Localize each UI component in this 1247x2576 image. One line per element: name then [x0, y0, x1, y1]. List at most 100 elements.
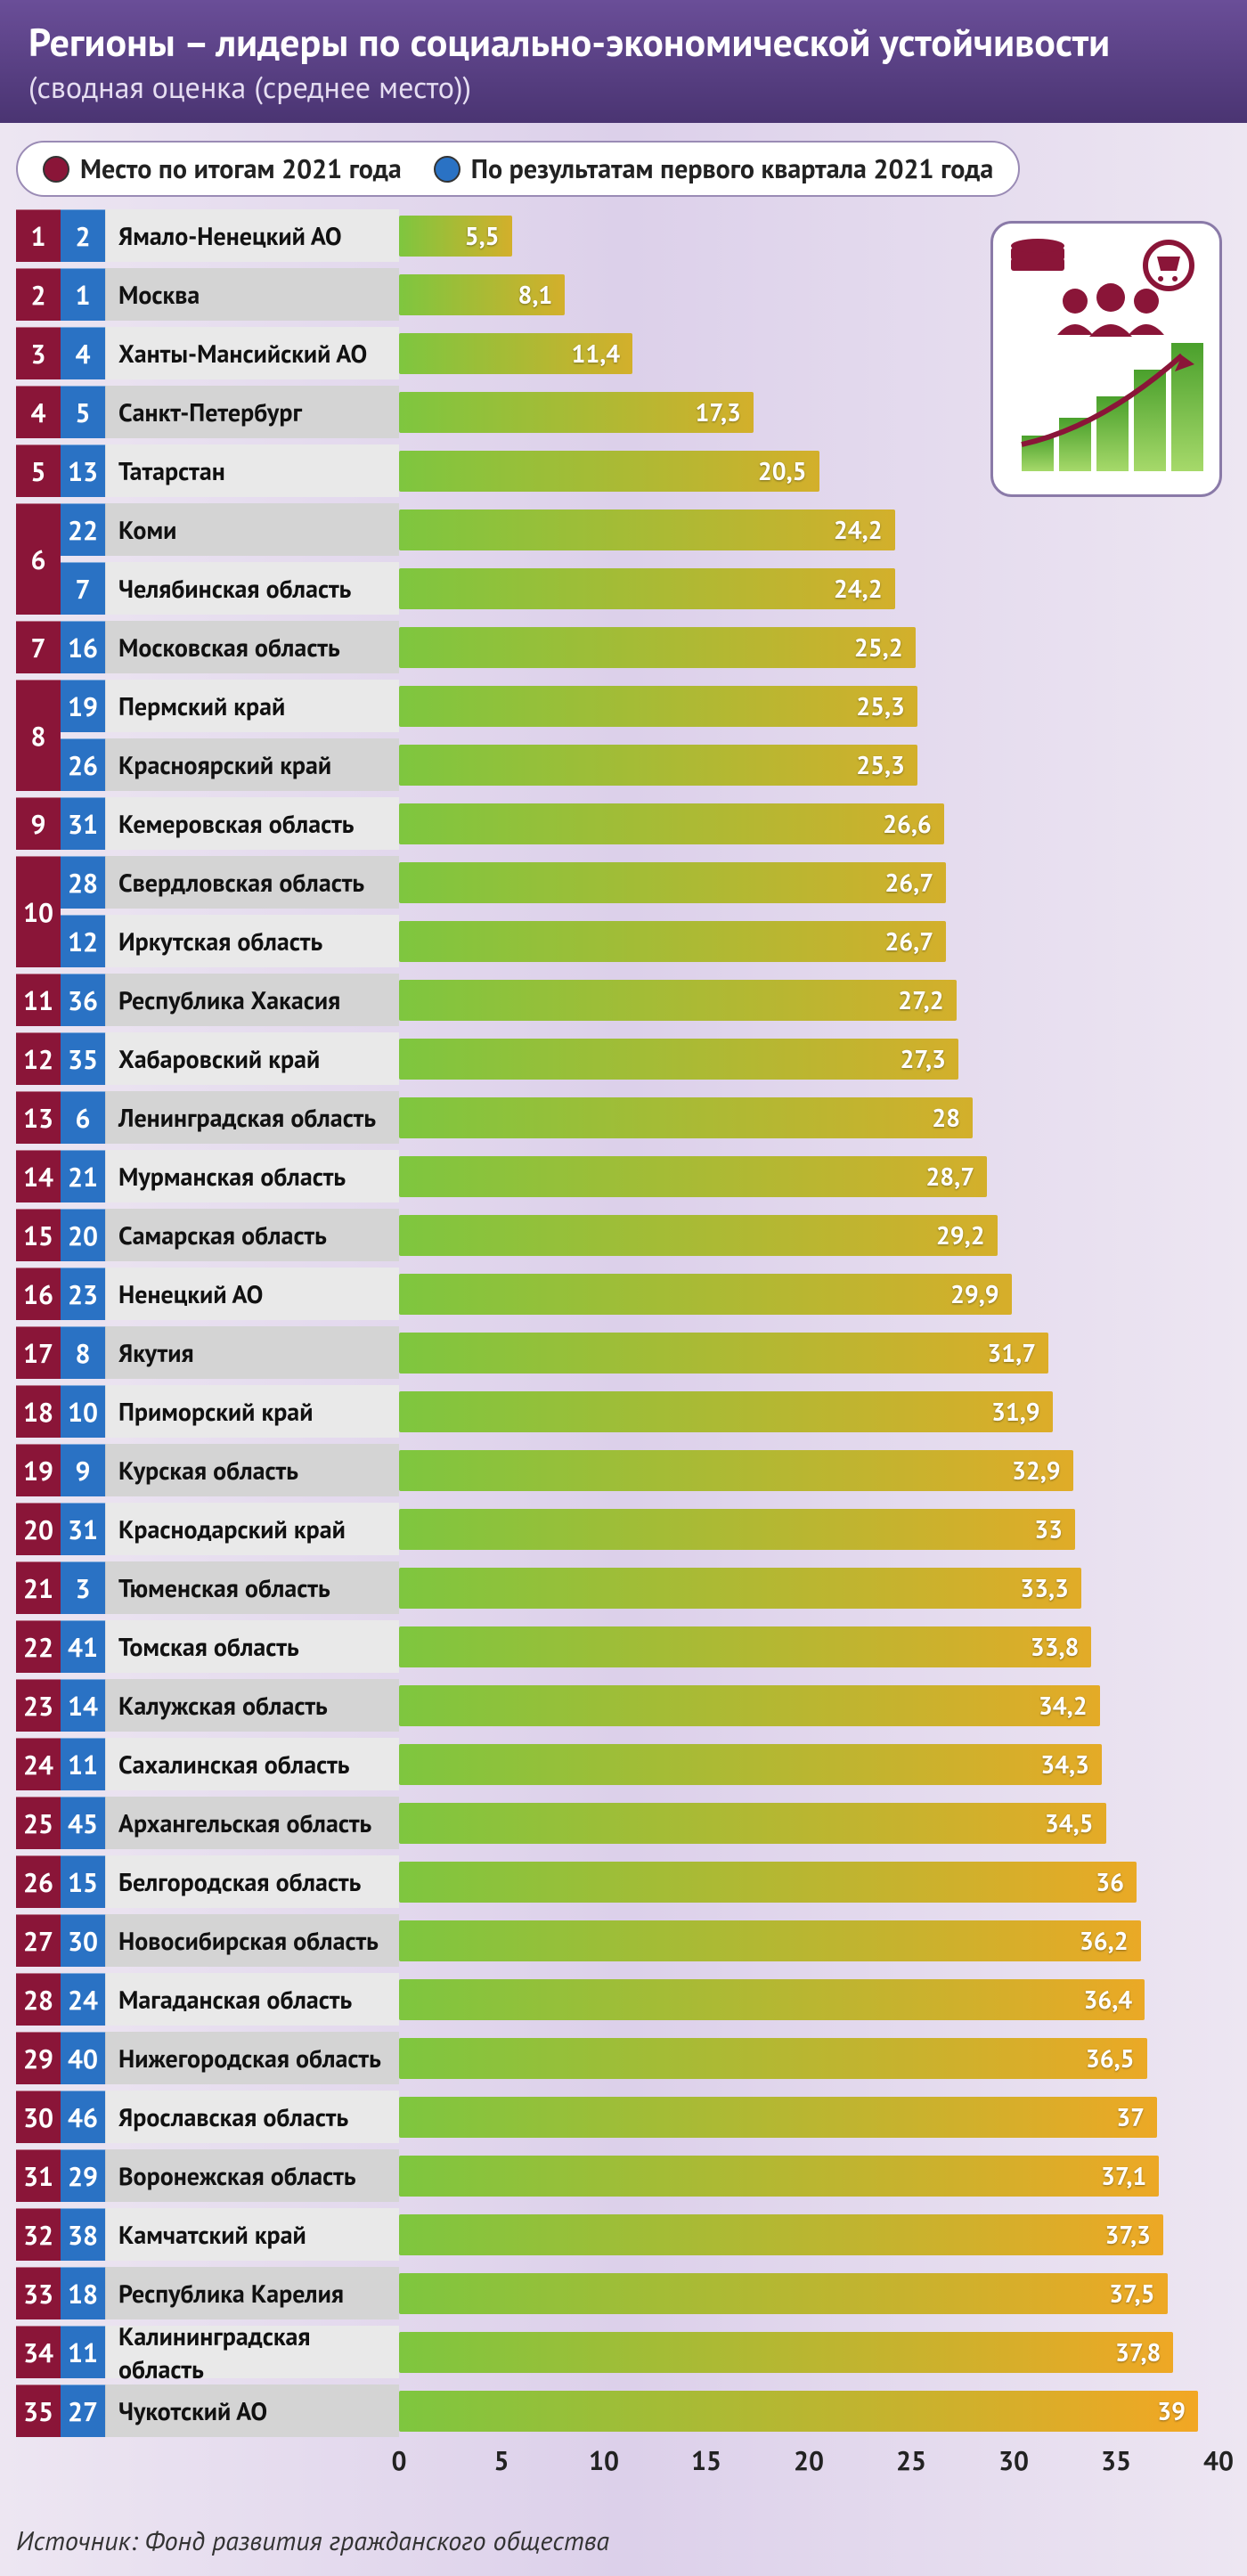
rank-q1-cell: 13: [61, 444, 105, 497]
table-row: 12Ямало-Ненецкий АО5,5: [16, 209, 1218, 262]
x-tick: 30: [998, 2443, 1029, 2478]
bar-cell: 36,2: [399, 1914, 1218, 1967]
rank-q1-cell: 30: [61, 1914, 105, 1967]
table-row: 1235Хабаровский край27,3: [16, 1032, 1218, 1085]
bar-cell: 11,4: [399, 327, 1218, 379]
bar: 36,5: [399, 2038, 1147, 2079]
rank-year-cell: 24: [16, 1738, 61, 1790]
bar: 27,3: [399, 1039, 958, 1080]
region-name: Иркутская область: [105, 915, 399, 967]
region-name: Приморский край: [105, 1385, 399, 1438]
table-row: 3238Камчатский край37,3: [16, 2208, 1218, 2261]
bar: 37,1: [399, 2156, 1159, 2197]
table-row: 178Якутия31,7: [16, 1326, 1218, 1379]
region-name: Нижегородская область: [105, 2032, 399, 2084]
table-row: 819Пермский край25,3: [16, 680, 1218, 732]
region-name: Коми: [105, 503, 399, 556]
table-row: 136Ленинградская область28: [16, 1091, 1218, 1144]
x-tick: 5: [493, 2443, 509, 2478]
region-name: Ленинградская область: [105, 1091, 399, 1144]
rank-year-cell: 16: [16, 1268, 61, 1320]
rank-q1-cell: 26: [61, 738, 105, 791]
x-tick: 35: [1101, 2443, 1131, 2478]
bar-cell: 36,4: [399, 1973, 1218, 2026]
table-row: 7Челябинская область24,2: [16, 562, 1218, 615]
rank-q1-cell: 14: [61, 1679, 105, 1732]
rank-year-cell: 4: [16, 386, 61, 438]
bar-cell: 17,3: [399, 386, 1218, 438]
region-name: Республика Хакасия: [105, 974, 399, 1026]
rank-year-cell: 13: [16, 1091, 61, 1144]
bar: 25,3: [399, 745, 917, 786]
table-row: 931Кемеровская область26,6: [16, 797, 1218, 850]
table-row: 2031Краснодарский край33: [16, 1503, 1218, 1555]
rank-year-cell: 20: [16, 1503, 61, 1555]
bar-cell: 26,6: [399, 797, 1218, 850]
rank-year-cell: 3: [16, 327, 61, 379]
region-name: Тюменская область: [105, 1561, 399, 1614]
rank-year-cell: 5: [16, 444, 61, 497]
rank-q1-cell: 41: [61, 1620, 105, 1673]
bar-cell: 39: [399, 2384, 1218, 2437]
region-name: Якутия: [105, 1326, 399, 1379]
bar-cell: 29,9: [399, 1268, 1218, 1320]
region-name: Калининградская область: [105, 2326, 399, 2378]
table-row: 1421Мурманская область28,7: [16, 1150, 1218, 1202]
rank-q1-cell: 38: [61, 2208, 105, 2261]
rank-q1-cell: 11: [61, 2326, 105, 2378]
region-name: Ханты-Мансийский АО: [105, 327, 399, 379]
bar-rows: 12Ямало-Ненецкий АО5,521Москва8,134Ханты…: [16, 209, 1218, 2437]
table-row: 1623Ненецкий АО29,9: [16, 1268, 1218, 1320]
table-row: 2615Белгородская область36: [16, 1855, 1218, 1908]
table-row: 21Москва8,1: [16, 268, 1218, 321]
table-row: 2730Новосибирская область36,2: [16, 1914, 1218, 1967]
bar: 37,8: [399, 2332, 1173, 2373]
bar-cell: 34,3: [399, 1738, 1218, 1790]
bar: 36,4: [399, 1979, 1145, 2020]
region-name: Республика Карелия: [105, 2267, 399, 2319]
bar-cell: 5,5: [399, 209, 1218, 262]
rank-q1-cell: 23: [61, 1268, 105, 1320]
bar-cell: 28,7: [399, 1150, 1218, 1202]
region-name: Самарская область: [105, 1209, 399, 1261]
rank-q1-cell: 11: [61, 1738, 105, 1790]
bar: 28,7: [399, 1156, 987, 1197]
rank-year-cell: 6: [16, 503, 61, 615]
table-row: 2314Калужская область34,2: [16, 1679, 1218, 1732]
bar: 39: [399, 2391, 1198, 2432]
rank-q1-cell: 29: [61, 2149, 105, 2202]
rank-q1-cell: 31: [61, 797, 105, 850]
rank-year-cell: 34: [16, 2326, 61, 2378]
table-row: 2411Сахалинская область34,3: [16, 1738, 1218, 1790]
region-name: Ямало-Ненецкий АО: [105, 209, 399, 262]
rank-year-cell: 21: [16, 1561, 61, 1614]
bar-cell: 33,3: [399, 1561, 1218, 1614]
region-name: Красноярский край: [105, 738, 399, 791]
rank-year-cell: 15: [16, 1209, 61, 1261]
bar-cell: 20,5: [399, 444, 1218, 497]
rank-year-cell: 25: [16, 1797, 61, 1849]
table-row: 1028Свердловская область26,7: [16, 856, 1218, 909]
bar: 5,5: [399, 216, 512, 257]
rank-q1-cell: 12: [61, 915, 105, 967]
region-name: Чукотский АО: [105, 2384, 399, 2437]
bar-cell: 29,2: [399, 1209, 1218, 1261]
bar-cell: 37,8: [399, 2326, 1218, 2378]
table-row: 2940Нижегородская область36,5: [16, 2032, 1218, 2084]
rank-q1-cell: 6: [61, 1091, 105, 1144]
legend-item-year: Место по итогам 2021 года: [43, 151, 402, 186]
rank-q1-cell: 27: [61, 2384, 105, 2437]
bar-cell: 27,2: [399, 974, 1218, 1026]
region-name: Хабаровский край: [105, 1032, 399, 1085]
x-tick: 20: [794, 2443, 824, 2478]
rank-q1-cell: 31: [61, 1503, 105, 1555]
bar: 24,2: [399, 568, 895, 609]
bar-cell: 24,2: [399, 562, 1218, 615]
rank-year-cell: 19: [16, 1444, 61, 1496]
region-name: Ярославская область: [105, 2091, 399, 2143]
rank-q1-cell: 28: [61, 856, 105, 909]
region-name: Камчатский край: [105, 2208, 399, 2261]
rank-year-cell: 35: [16, 2384, 61, 2437]
region-name: Воронежская область: [105, 2149, 399, 2202]
table-row: 26Красноярский край25,3: [16, 738, 1218, 791]
